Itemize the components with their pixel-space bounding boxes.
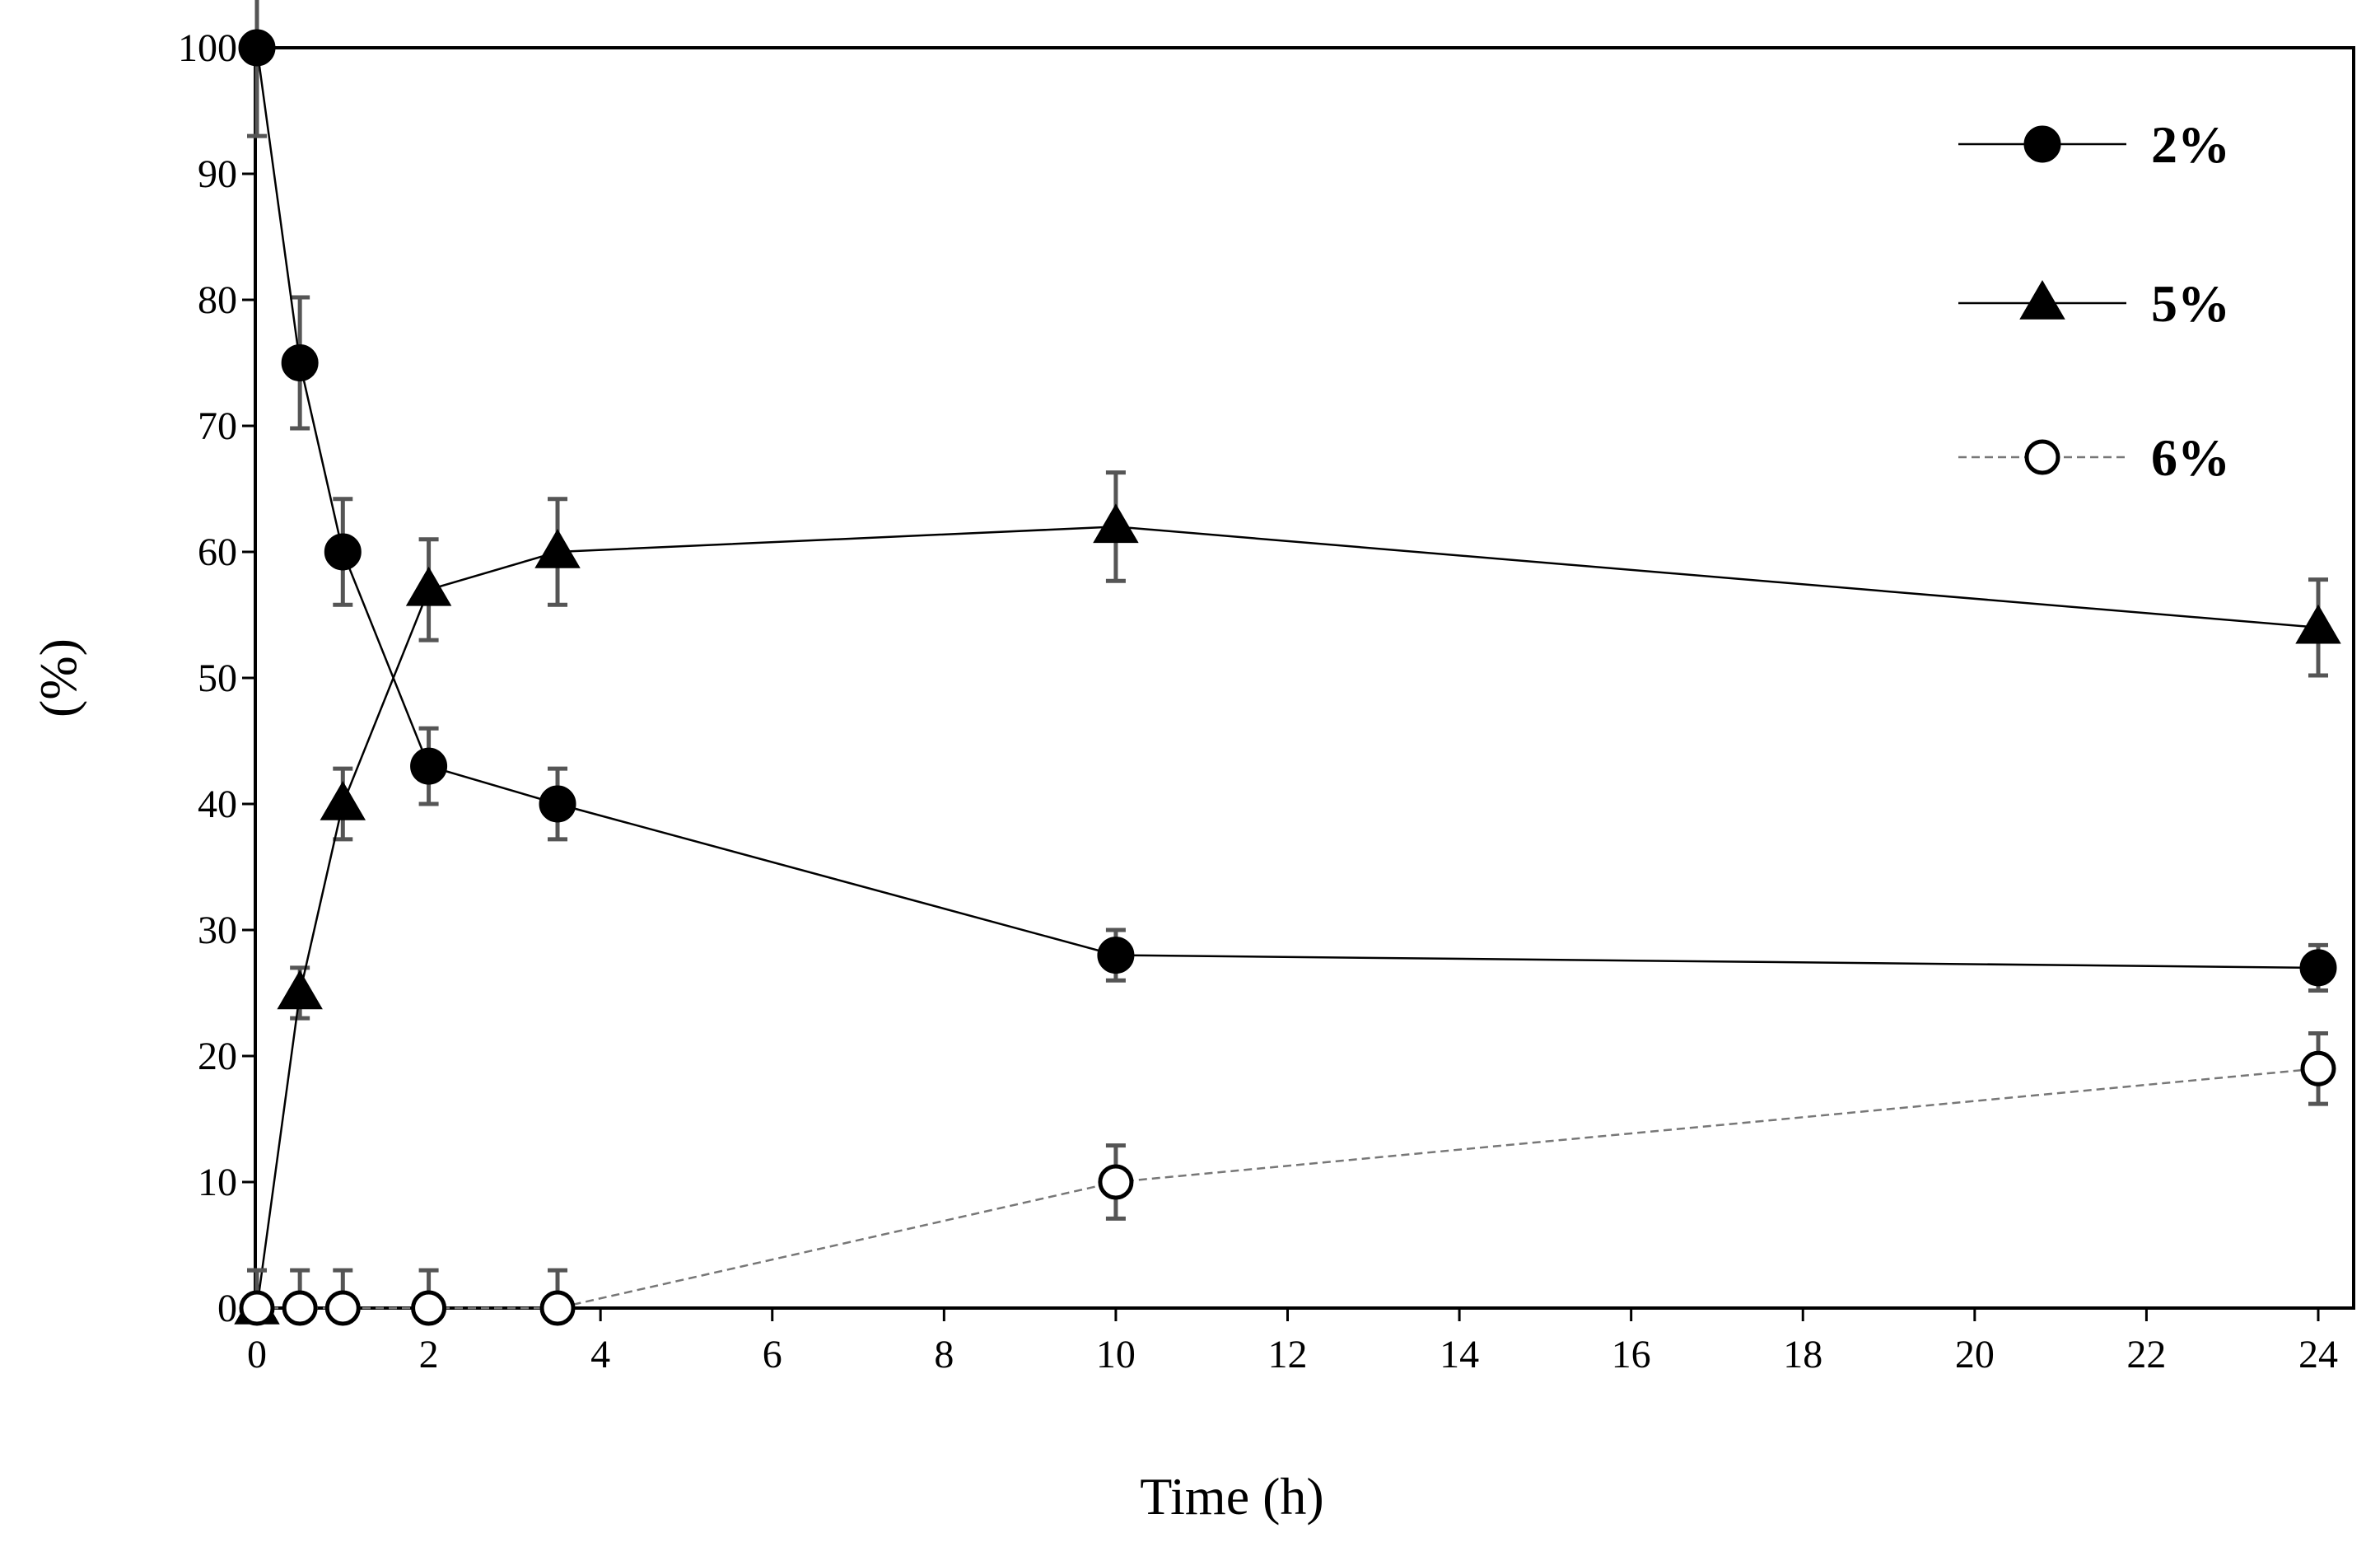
- x-tick-label-12: 12: [1268, 1333, 1308, 1376]
- x-tick-label-8: 8: [934, 1333, 954, 1376]
- series-2pct-point-6: [2299, 949, 2337, 987]
- series-2pct-point-5: [1097, 937, 1135, 974]
- y-axis-title: (%): [29, 638, 87, 717]
- legend-item-6pct-label: 6%: [2151, 428, 2230, 487]
- series-layer: [234, 0, 2341, 1326]
- series-6pct-point-5: [1098, 1164, 1134, 1200]
- x-tick-label-22: 22: [2126, 1333, 2166, 1376]
- y-tick-label-80: 80: [198, 278, 237, 322]
- plot-area-frame: [254, 46, 2355, 1310]
- y-tick-label-50: 50: [198, 657, 237, 700]
- legend-item-6pct-marker: [2024, 439, 2060, 475]
- series-5pct-point-1: [277, 970, 323, 1010]
- series-5pct-line: [255, 526, 2319, 1309]
- legend-item-2pct-marker: [2023, 125, 2061, 163]
- y-tick-label-10: 10: [198, 1161, 237, 1204]
- series-2pct: [238, 0, 2337, 993]
- series-5pct: [234, 470, 2341, 1325]
- series-2pct-point-1: [281, 344, 319, 381]
- series-5pct-point-5: [1093, 503, 1139, 544]
- x-tick-label-10: 10: [1096, 1333, 1136, 1376]
- series-6pct-point-2: [324, 1290, 361, 1326]
- series-5pct-point-6: [2295, 604, 2341, 644]
- series-6pct-point-3: [411, 1290, 447, 1326]
- x-tick-label-4: 4: [590, 1333, 610, 1376]
- x-tick-label-6: 6: [763, 1333, 782, 1376]
- y-tick-label-90: 90: [198, 152, 237, 196]
- series-5pct-point-3: [405, 566, 452, 606]
- x-tick-label-2: 2: [419, 1333, 439, 1376]
- x-axis: 0 2 4 6 8 10 12 14 16 18 20 22 24: [247, 1308, 2338, 1376]
- y-tick-label-70: 70: [198, 404, 237, 448]
- series-6pct-point-0: [239, 1290, 275, 1326]
- x-axis-title: Time (h): [1140, 1467, 1323, 1526]
- series-2pct-point-2: [324, 533, 362, 571]
- series-6pct: [239, 1030, 2336, 1326]
- legend-item-5pct-label: 5%: [2151, 274, 2230, 333]
- y-tick-label-20: 20: [198, 1035, 237, 1078]
- series-5pct-point-4: [534, 529, 581, 568]
- legend-item-5pct: 5%: [1958, 274, 2230, 333]
- x-tick-label-14: 14: [1440, 1333, 1479, 1376]
- x-tick-label-0: 0: [247, 1333, 267, 1376]
- y-tick-label-60: 60: [198, 530, 237, 574]
- x-tick-label-16: 16: [1612, 1333, 1651, 1376]
- legend-item-2pct: 2%: [1958, 115, 2230, 174]
- x-tick-label-18: 18: [1783, 1333, 1822, 1376]
- y-axis: 0 10 20 30 40 50 60 70 80 90 100: [178, 26, 255, 1330]
- series-6pct-point-4: [539, 1290, 576, 1326]
- y-tick-label-30: 30: [198, 909, 237, 952]
- series-6pct-point-1: [282, 1290, 318, 1326]
- series-5pct-point-2: [320, 781, 366, 820]
- x-tick-label-24: 24: [2298, 1333, 2338, 1376]
- series-2pct-point-3: [410, 747, 448, 785]
- y-tick-label-100: 100: [178, 26, 237, 70]
- x-tick-label-20: 20: [1955, 1333, 1995, 1376]
- series-6pct-point-6: [2300, 1050, 2336, 1086]
- series-2pct-point-0: [238, 29, 276, 67]
- y-tick-label-40: 40: [198, 783, 237, 826]
- legend-item-2pct-label: 2%: [2151, 115, 2230, 174]
- series-2pct-errorbar-0: [247, 0, 267, 138]
- legend-item-6pct: 6%: [1958, 428, 2230, 487]
- series-2pct-line: [255, 47, 2319, 970]
- legend: 2% 5% 6%: [1958, 115, 2230, 487]
- legend-item-5pct-marker: [2019, 280, 2065, 320]
- series-2pct-point-4: [539, 785, 576, 823]
- y-tick-label-0: 0: [217, 1287, 237, 1330]
